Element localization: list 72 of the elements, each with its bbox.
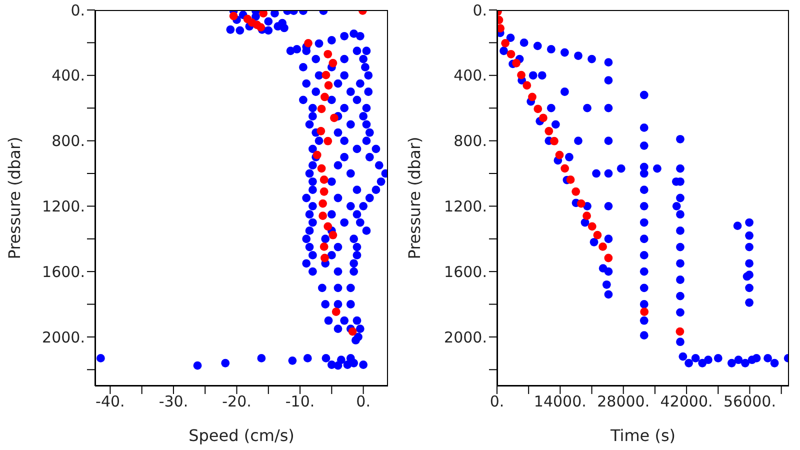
point [572,187,580,196]
point [318,199,328,208]
point [517,70,526,80]
y-tick-label: 1600. [42,262,85,281]
x-tick-label: -20. [222,392,252,411]
point [512,58,521,68]
y-tick-label: 2000. [42,328,85,346]
point [330,114,338,122]
point [304,38,312,48]
y-tick-label: 800. [454,132,487,150]
point [328,230,338,240]
point [317,164,326,173]
point [506,50,516,58]
y-tick-label: 0. [472,1,487,20]
x-axis-title: Speed (cm/s) [188,426,294,445]
point [501,38,510,48]
point [320,92,329,102]
x-tick-label: 42000. [660,392,713,411]
point [318,212,328,220]
y-axis-title: Pressure (dbar) [5,136,24,260]
x-tick-label: -10. [285,392,315,411]
y-tick-label: 1600. [444,262,487,281]
x-tick-label: 28000. [597,392,650,411]
x-tick-label: 14000. [534,392,586,411]
point [320,242,328,251]
point [320,187,328,196]
x-tick-label: -40. [96,392,125,411]
point [593,230,602,240]
y-tick-label: 0. [70,1,85,20]
point [588,222,596,231]
point [560,164,570,173]
point [640,308,649,316]
point [324,136,332,146]
point [332,308,340,316]
y-tick-label: 400. [52,66,85,85]
point [582,212,592,220]
point [539,114,548,122]
point [598,242,607,251]
point [324,81,333,90]
point [576,199,586,208]
y-tick-label: 2000. [444,328,487,346]
point [497,24,505,33]
point [566,175,575,184]
point [320,254,329,262]
point [324,50,332,58]
y-tick-label: 1200. [42,198,85,216]
point [676,327,684,336]
y-tick-label: 400. [454,66,487,85]
point [322,70,330,80]
point [544,126,554,136]
x-tick-label: 0. [490,392,504,411]
x-axis-title: Time (s) [609,426,676,445]
y-tick-label: 800. [52,132,85,150]
x-tick-label: 56000. [723,392,776,411]
point [348,327,357,336]
point [316,126,326,136]
point [317,104,326,114]
point [259,10,268,18]
y-axis-title: Pressure (dbar) [405,136,424,260]
point [522,81,532,90]
point [324,222,332,231]
point [604,254,613,262]
point [229,12,238,20]
point [555,150,564,160]
point [534,104,542,114]
point [550,136,558,146]
point [528,92,536,102]
x-tick-label: -30. [158,392,188,411]
x-tick-label: 0. [356,392,370,411]
point [328,58,338,68]
point [320,175,328,184]
y-tick-label: 1200. [444,198,487,216]
